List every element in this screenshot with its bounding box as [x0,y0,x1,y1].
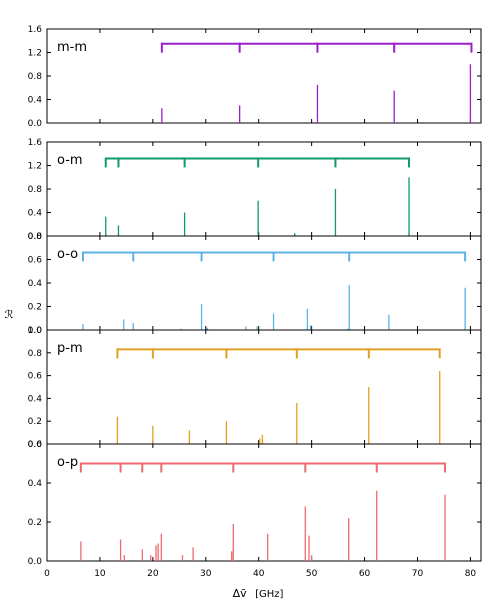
panel-label: o-o [57,247,78,262]
y-tick-label: 0.2 [28,303,42,313]
y-tick-label: 0.6 [28,256,43,266]
progression-bracket [79,462,447,473]
y-tick-label: 0.8 [28,232,43,242]
panel-o-o: 0.0 0.2 0.4 0.6 0.8 o-o [28,232,482,336]
panel-o-p: 0.0 0.2 0.4 0.6 o-p [28,440,482,567]
x-tick-label: 10 [94,569,106,579]
x-axis-label: Δṽ [GHz] [233,587,284,600]
y-tick-label: 0.0 [28,557,43,567]
panel-label: o-m [57,153,83,168]
progression-bracket [116,348,441,359]
panel-frame [46,235,482,331]
panel-p-m: 0.0 0.2 0.4 0.6 0.8 1.0 p-m [28,326,482,450]
y-tick-label: 0.0 [28,326,43,336]
panel-label: p-m [57,341,83,356]
y-tick-label: 0.0 [28,232,43,242]
y-tick-label: 0.2 [28,518,42,528]
y-tick-label: 0.4 [28,209,43,219]
panel-m-m: 0.0 0.4 0.8 1.2 1.6 m-m [28,25,482,129]
x-axis: 0 10 20 30 40 50 60 70 80 [44,569,476,579]
y-tick-label: 1.6 [28,25,43,35]
x-tick-label: 70 [412,569,424,579]
progression-bracket [104,157,411,168]
y-tick-label: 1.0 [28,326,43,336]
y-tick-label: 0.0 [28,440,43,450]
y-tick-label: 0.4 [28,96,43,106]
x-tick-label: 30 [200,569,212,579]
panel-frame [46,443,482,562]
y-tick-label: 0.2 [28,417,42,427]
chart-panels: 0.00.40.81.21.6m-m0.00.40.81.21.6o-m0.00… [28,25,482,567]
x-tick-label: 80 [465,569,477,579]
x-axis-unit: [GHz] [255,589,283,600]
panel-label: m-m [57,40,87,55]
y-tick-label: 0.8 [28,185,43,195]
progression-bracket [160,42,473,53]
y-tick-label: 0.6 [28,372,43,382]
panel-frame [46,329,482,445]
panel-frame [46,141,482,237]
x-tick-label: 0 [44,569,50,579]
y-tick-label: 0.0 [28,119,43,129]
y-tick-label: 1.2 [28,49,42,59]
panel-label: o-p [57,455,78,470]
y-tick-label: 0.4 [28,394,43,404]
x-tick-label: 50 [306,569,318,579]
x-axis-symbol: Δṽ [233,587,248,600]
progression-bracket [81,251,467,262]
y-tick-label: 0.6 [28,440,43,450]
y-tick-label: 1.2 [28,162,42,172]
x-tick-label: 40 [253,569,265,579]
x-tick-label: 60 [359,569,371,579]
y-tick-label: 0.8 [28,72,43,82]
y-tick-label: 0.8 [28,349,43,359]
x-tick-label: 20 [147,569,159,579]
y-tick-label: 1.6 [28,138,43,148]
y-axis-label: ℛ [5,308,14,321]
y-tick-label: 0.4 [28,279,43,289]
panel-o-m: 0.0 0.4 0.8 1.2 1.6 o-m [28,138,482,242]
y-tick-label: 0.4 [28,479,43,489]
